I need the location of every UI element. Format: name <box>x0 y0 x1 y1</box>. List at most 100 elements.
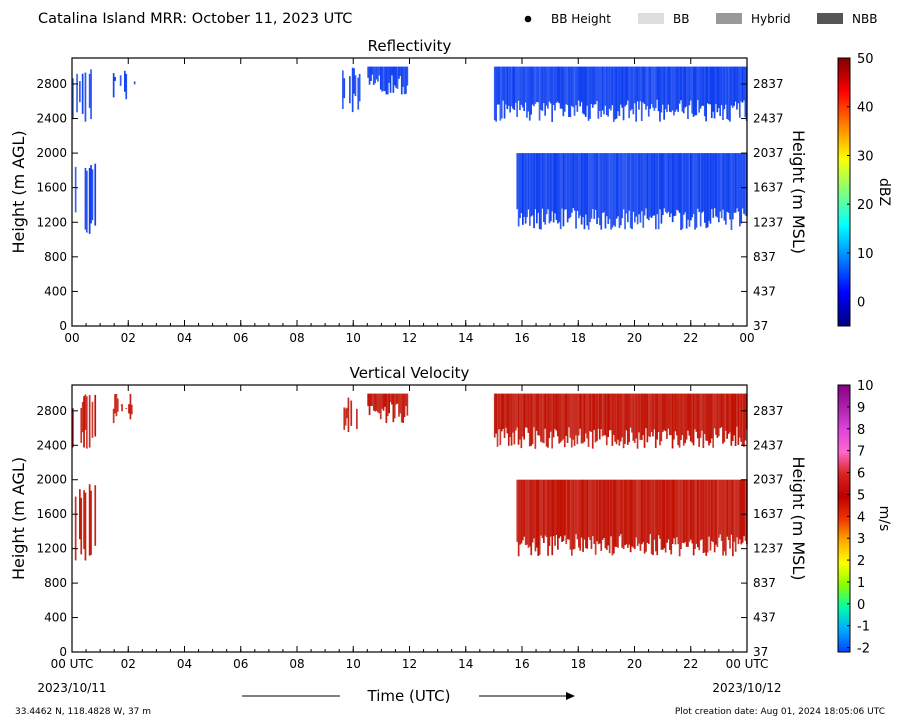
y-tick-label: 1600 <box>36 507 67 521</box>
echo-cell <box>687 66 689 119</box>
panel-title: Vertical Velocity <box>350 364 470 382</box>
echo-cell <box>674 66 677 112</box>
colorbar-tick-label: 10 <box>857 247 874 262</box>
echo-cell <box>90 165 92 224</box>
echo-cell <box>737 393 740 445</box>
echo-cell <box>664 153 667 212</box>
echo-cell <box>635 393 637 439</box>
echo-cell <box>596 393 598 441</box>
echo-cell <box>566 479 569 540</box>
echo-cell <box>642 393 644 436</box>
echo-cell <box>552 479 555 537</box>
echo-cell <box>610 479 612 537</box>
echo-cell <box>667 66 670 105</box>
echo-cell <box>367 393 369 407</box>
echo-cell <box>566 393 569 443</box>
echo-cell <box>611 153 614 228</box>
echo-cell <box>712 153 715 218</box>
echo-cell <box>551 153 554 212</box>
echo-cell <box>502 393 504 429</box>
echo-cell <box>569 153 572 218</box>
echo-cell <box>72 408 74 448</box>
echo-cell <box>395 393 397 405</box>
echo-cell <box>561 393 563 441</box>
echo-cell <box>652 153 654 216</box>
echo-cell <box>368 393 371 416</box>
echo-cell <box>645 479 647 552</box>
echo-cell <box>627 479 629 548</box>
echo-cell <box>726 393 728 439</box>
echo-cell <box>648 479 650 544</box>
echo-cell <box>600 66 602 117</box>
echo-cell <box>611 66 614 106</box>
echo-cell <box>573 393 576 446</box>
echo-cell <box>593 153 596 219</box>
echo-cell <box>570 66 573 106</box>
echo-cell <box>562 153 565 227</box>
echo-cell <box>534 479 537 552</box>
echo-cell <box>614 393 616 442</box>
echo-cell <box>608 153 611 220</box>
echo-cell <box>565 66 567 105</box>
echo-cell <box>597 153 600 218</box>
echo-cell <box>374 66 376 84</box>
echo-cell <box>725 153 727 225</box>
echo-cell <box>495 393 497 434</box>
echo-cell <box>517 479 520 557</box>
echo-cell <box>725 479 727 556</box>
echo-cell <box>621 66 623 108</box>
echo-cell <box>717 393 720 437</box>
echo-cell <box>83 490 85 550</box>
echo-cell <box>705 66 707 122</box>
colorbar-tick-label: 3 <box>857 532 865 547</box>
echo-cell <box>715 153 717 217</box>
echo-cell <box>685 479 688 547</box>
y-tick-label-right: 2037 <box>753 146 784 160</box>
echo-cell <box>545 153 548 215</box>
echo-cell <box>541 153 544 209</box>
echo-cell <box>649 153 652 217</box>
echo-cell <box>625 153 628 214</box>
y-tick-label: 800 <box>44 576 67 590</box>
echo-cells <box>72 393 748 561</box>
echo-cell <box>669 153 671 218</box>
echo-cell <box>674 393 677 432</box>
echo-cell <box>653 393 656 430</box>
echo-cell <box>393 66 396 86</box>
echo-cell <box>545 393 548 447</box>
colorbar-tick-label: 4 <box>857 510 865 525</box>
echo-cell <box>657 479 660 536</box>
echo-cell <box>114 394 116 414</box>
echo-cell <box>402 393 404 423</box>
echo-cell <box>638 66 640 110</box>
echo-cell <box>664 479 667 553</box>
echo-cell <box>593 393 595 430</box>
echo-cell <box>653 153 656 216</box>
echo-cell <box>645 393 647 429</box>
echo-cell <box>649 479 652 535</box>
echo-cell <box>631 393 633 433</box>
echo-cell <box>639 393 642 440</box>
echo-cell <box>729 393 731 433</box>
echo-cell <box>537 479 540 556</box>
y-tick-label: 2400 <box>36 112 67 126</box>
echo-cell <box>738 393 741 438</box>
echo-cell <box>692 479 695 556</box>
echo-cell <box>688 153 691 227</box>
x-tick-label: 00 <box>64 331 79 345</box>
echo-cell <box>600 479 603 551</box>
echo-cell <box>642 66 644 103</box>
echo-cell <box>405 66 407 94</box>
echo-cell <box>399 393 402 414</box>
echo-cell <box>730 153 733 230</box>
echo-cell <box>601 479 604 540</box>
echo-cell <box>633 393 636 443</box>
echo-cell <box>538 393 541 436</box>
echo-cell <box>94 485 97 546</box>
echo-cell <box>636 66 639 102</box>
echo-cell <box>580 393 583 444</box>
echo-cell <box>720 479 723 541</box>
echo-cell <box>519 479 521 545</box>
echo-cell <box>590 393 593 432</box>
echo-cell <box>712 393 714 448</box>
